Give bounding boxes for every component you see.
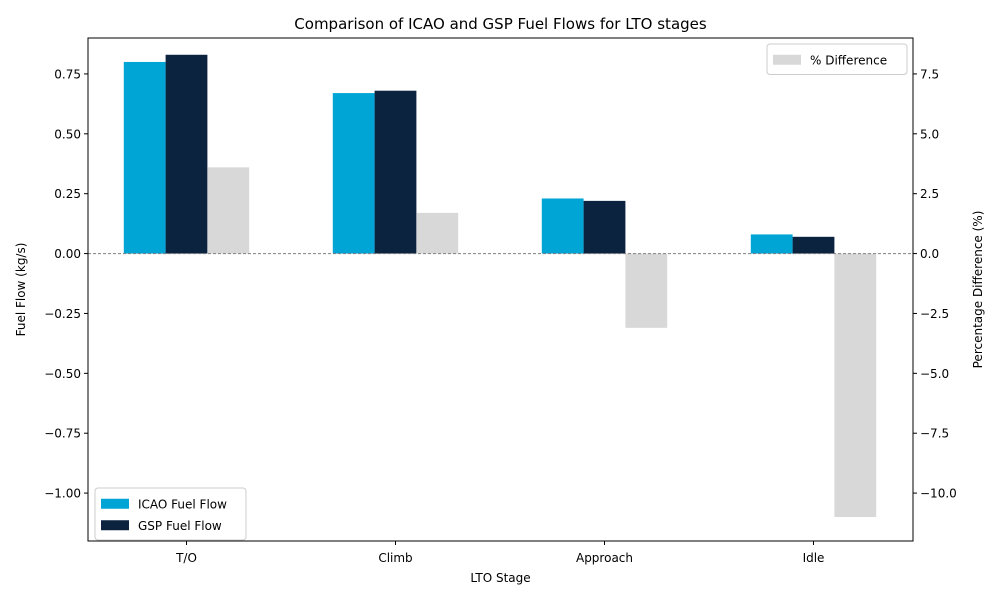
y-tick-label: −0.75 xyxy=(44,427,81,441)
y2-tick-label: −7.5 xyxy=(920,427,949,441)
bar-gsp-fuel-flow-idle xyxy=(792,236,835,254)
y2-tick-label: −2.5 xyxy=(920,307,949,321)
y-tick-label: 0.25 xyxy=(54,187,81,201)
y2-tick-label: −10.0 xyxy=(920,487,957,501)
x-axis-label: LTO Stage xyxy=(470,571,530,585)
bar-icao-fuel-flow-t-o xyxy=(123,61,166,254)
x-tick-label: Climb xyxy=(378,551,412,565)
legend-box-upper-right xyxy=(766,43,908,75)
plot-frame xyxy=(87,37,914,542)
legend-swatch-icao-fuel-flow xyxy=(101,498,129,509)
y-tick-label: −1.00 xyxy=(44,487,81,501)
legend-label-icao-fuel-flow: ICAO Fuel Flow xyxy=(138,497,227,511)
bar-difference-climb xyxy=(416,212,459,254)
legend-label-gsp-fuel-flow: GSP Fuel Flow xyxy=(138,519,222,533)
bar-icao-fuel-flow-idle xyxy=(750,234,793,254)
secondary-y-axis-label: Percentage Difference (%) xyxy=(971,211,985,369)
y2-tick-label: 7.5 xyxy=(920,67,939,81)
bar-gsp-fuel-flow-approach xyxy=(583,200,626,254)
legend-box-lower-left xyxy=(94,487,247,541)
y-tick-label: −0.25 xyxy=(44,307,81,321)
y2-tick-label: 5.0 xyxy=(920,127,939,141)
x-tick-label: Approach xyxy=(576,551,633,565)
bars-layer xyxy=(123,54,877,518)
bar-icao-fuel-flow-climb xyxy=(332,93,375,254)
bar-difference-t-o xyxy=(207,167,250,254)
bar-gsp-fuel-flow-climb xyxy=(374,90,417,254)
y-tick-label: 0.00 xyxy=(54,247,81,261)
y-tick-label: 0.50 xyxy=(54,127,81,141)
legends-layer: ICAO Fuel Flow GSP Fuel Flow % Difference xyxy=(94,43,908,541)
legend-label-difference: % Difference xyxy=(810,53,887,67)
legend-swatch-difference xyxy=(773,54,801,65)
y2-tick-label: −5.0 xyxy=(920,367,949,381)
x-tick-label: Idle xyxy=(803,551,825,565)
bar-difference-approach xyxy=(625,253,668,328)
legend-swatch-gsp-fuel-flow xyxy=(101,520,129,531)
y-tick-label: 0.75 xyxy=(54,67,81,81)
axes-layer: T/O Climb Approach Idle −1.00 −0.75 −0.50 −0.25… xyxy=(44,67,957,565)
bar-icao-fuel-flow-approach xyxy=(541,198,584,254)
chart-title: Comparison of ICAO and GSP Fuel Flows fo… xyxy=(294,15,707,33)
y2-tick-label: 0.0 xyxy=(920,247,939,261)
y-tick-label: −0.50 xyxy=(44,367,81,381)
y-axis-label: Fuel Flow (kg/s) xyxy=(14,243,28,337)
x-tick-label: T/O xyxy=(175,551,197,565)
bar-difference-idle xyxy=(834,253,877,518)
bar-gsp-fuel-flow-t-o xyxy=(165,54,208,254)
y2-tick-label: 2.5 xyxy=(920,187,939,201)
